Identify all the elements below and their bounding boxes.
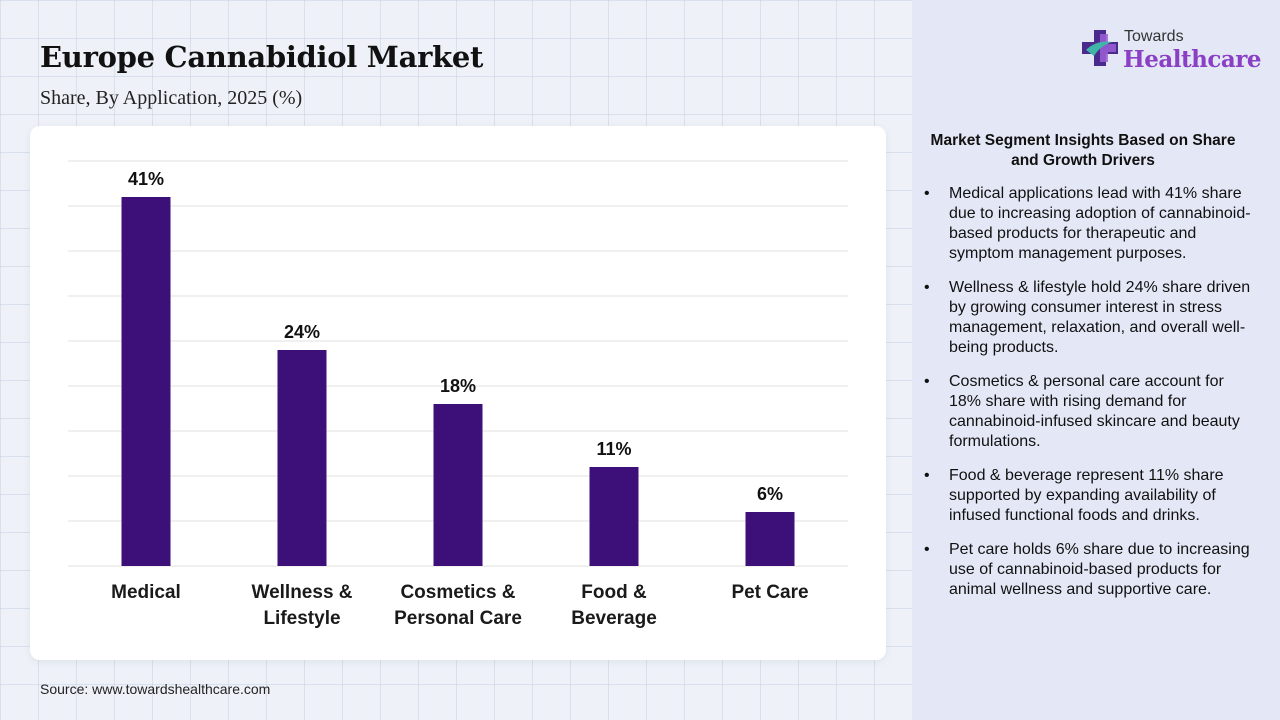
- insight-item: • Pet care holds 6% share due to increasi…: [922, 540, 1252, 600]
- bullet-icon: •: [924, 279, 930, 296]
- insight-item: • Cosmetics & personal care account for 1…: [922, 372, 1252, 452]
- category-label: Medical: [111, 582, 181, 603]
- data-label: 11%: [596, 439, 631, 459]
- page-subtitle: Share, By Application, 2025 (%): [40, 87, 303, 109]
- category-label: Cosmetics &: [400, 582, 515, 603]
- category-label: Pet Care: [731, 582, 808, 603]
- bullet-icon: •: [924, 373, 930, 390]
- bullet-icon: •: [924, 467, 930, 484]
- insight-text: Wellness & lifestyle hold 24% share driv…: [949, 279, 1251, 356]
- insight-text: Pet care holds 6% share due to increasin…: [949, 541, 1250, 598]
- bullet-icon: •: [924, 541, 930, 558]
- category-label: Beverage: [571, 608, 657, 629]
- category-label: Food &: [581, 582, 647, 603]
- brand-logo: Towards Healthcare: [1080, 26, 1262, 80]
- insights-title: Market Segment Insights Based on Share a…: [930, 132, 1236, 169]
- data-label: 6%: [757, 484, 783, 504]
- bar-chart: 41% Medical 24% Wellness & Lifestyle 18% Cosme…: [68, 160, 848, 629]
- page-title: Europe Cannabidiol Market: [40, 40, 484, 74]
- category-label: Lifestyle: [263, 608, 340, 629]
- bar: [121, 197, 171, 566]
- insight-item: • Food & beverage represent 11% share sup…: [922, 466, 1252, 526]
- insight-text: Cosmetics & personal care account for 18…: [949, 373, 1240, 450]
- insight-text: Medical applications lead with 41% share…: [949, 185, 1251, 262]
- bar: [589, 467, 639, 566]
- medical-cross-icon: [1082, 30, 1118, 66]
- bar: [277, 350, 327, 566]
- category-label: Personal Care: [394, 608, 522, 629]
- insight-text: Food & beverage represent 11% share supp…: [949, 467, 1224, 524]
- chart-card: 41% Medical 24% Wellness & Lifestyle 18% Cosme…: [30, 126, 886, 660]
- data-label: 41%: [128, 169, 164, 189]
- data-label: 18%: [440, 376, 476, 396]
- insight-item: • Medical applications lead with 41% shar…: [922, 184, 1252, 264]
- data-label: 24%: [284, 322, 320, 342]
- bar: [433, 404, 483, 566]
- insight-item: • Wellness & lifestyle hold 24% share dri…: [922, 278, 1252, 358]
- insights-panel: [912, 0, 1280, 720]
- bullet-icon: •: [924, 185, 930, 202]
- logo-top-text: Towards: [1124, 28, 1184, 45]
- logo-main-text: Healthcare: [1123, 46, 1262, 73]
- source-note: Source: www.towardshealthcare.com: [40, 681, 271, 697]
- bar: [745, 512, 795, 566]
- category-label: Wellness &: [251, 582, 352, 603]
- insights-list: • Medical applications lead with 41% shar…: [922, 184, 1252, 614]
